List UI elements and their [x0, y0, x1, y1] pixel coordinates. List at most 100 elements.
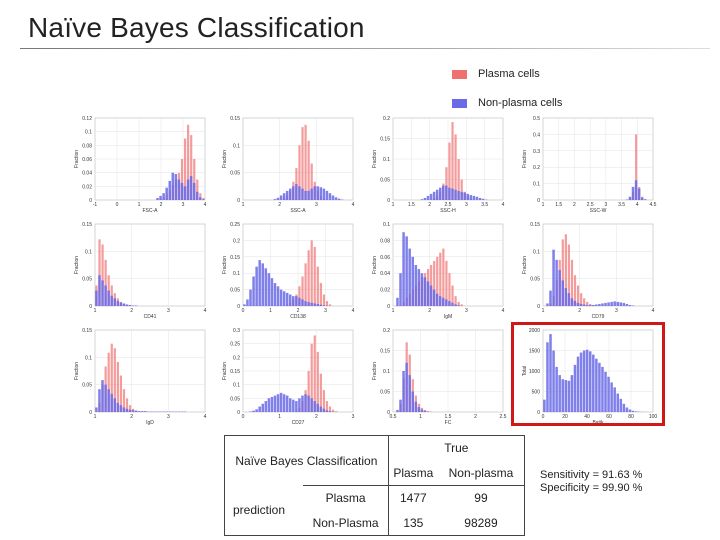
x-tick-label: 100: [649, 414, 658, 420]
bar-nonplasma: [637, 188, 641, 200]
x-axis-label: SSC-H: [440, 208, 456, 214]
bar-nonplasma: [592, 354, 595, 412]
bar-nonplasma: [273, 199, 277, 200]
bar-nonplasma: [625, 407, 629, 412]
sensitivity-text: Sensitivity = 91.63 %: [540, 469, 643, 481]
bar-nonplasma: [273, 283, 277, 306]
y-tick-label: 0: [537, 198, 540, 204]
bar-nonplasma: [445, 185, 448, 200]
bar-nonplasma: [588, 304, 592, 307]
bar-plasma: [98, 239, 101, 307]
bar-plasma: [128, 405, 132, 412]
bar-nonplasma: [604, 371, 607, 412]
bar-nonplasma: [110, 393, 113, 412]
bar-plasma: [451, 122, 454, 200]
bar-nonplasma: [276, 197, 280, 200]
bar-nonplasma: [310, 302, 313, 306]
bar-nonplasma: [282, 291, 286, 306]
bar-nonplasma: [101, 280, 104, 307]
y-tick-label: 0.05: [230, 288, 240, 294]
bar-nonplasma: [131, 305, 135, 306]
x-axis-label: CD27: [292, 420, 305, 426]
bar-nonplasma: [546, 342, 549, 412]
bar-nonplasma: [414, 401, 418, 412]
y-tick-label: 0.1: [383, 222, 390, 228]
y-tick-label: 0: [537, 410, 540, 416]
bar-plasma: [298, 286, 301, 306]
bar-nonplasma: [454, 189, 457, 200]
y-tick-label: 0.04: [380, 271, 390, 277]
bar-nonplasma: [622, 302, 626, 306]
bar-plasma: [316, 351, 319, 412]
bar-plasma: [454, 296, 457, 306]
y-axis-label: Fraction: [74, 150, 80, 168]
x-tick-label: 3.5: [481, 202, 488, 208]
x-tick-label: 1.5: [408, 202, 415, 208]
bar-nonplasma: [177, 179, 181, 200]
x-tick-label: 4: [502, 308, 505, 314]
bar-nonplasma: [634, 411, 638, 412]
y-tick-label: 0.15: [230, 369, 240, 375]
bar-nonplasma: [448, 187, 451, 200]
x-tick-label: 0: [542, 414, 545, 420]
bar-nonplasma: [466, 193, 469, 200]
bar-plasma: [322, 390, 326, 412]
bar-nonplasma: [463, 192, 466, 200]
y-axis-label: Fraction: [222, 362, 228, 380]
y-axis-label: Fraction: [222, 256, 228, 274]
y-tick-label: 0.05: [230, 396, 240, 402]
bar-nonplasma: [134, 410, 138, 412]
bar-plasma: [319, 373, 322, 412]
bar-nonplasma: [125, 408, 129, 412]
bar-nonplasma: [604, 302, 607, 306]
bar-nonplasma: [426, 281, 430, 306]
bar-nonplasma: [331, 195, 335, 200]
x-tick-label: 4: [204, 308, 207, 314]
bar-nonplasma: [322, 305, 326, 306]
bar-nonplasma: [631, 410, 635, 412]
x-axis-label: CD138: [290, 314, 306, 320]
bar-nonplasma: [469, 195, 473, 200]
bar-nonplasma: [180, 182, 184, 200]
y-tick-label: 0.05: [380, 390, 390, 396]
bar-plasma: [586, 301, 589, 306]
bar-nonplasma: [316, 403, 319, 412]
bar-nonplasma: [598, 362, 601, 412]
bar-nonplasma: [558, 375, 561, 412]
y-tick-label: 0.06: [380, 255, 390, 261]
x-tick-label: 2: [297, 308, 300, 314]
y-tick-label: 0.2: [233, 238, 240, 244]
bar-nonplasma: [570, 375, 574, 412]
y-axis-label: Fraction: [522, 150, 528, 168]
y-tick-label: 0.06: [82, 157, 92, 163]
bar-nonplasma: [128, 304, 132, 307]
bar-plasma: [304, 263, 307, 306]
bar-nonplasma: [282, 193, 286, 200]
bar-nonplasma: [189, 176, 193, 200]
bar-plasma: [573, 275, 577, 306]
y-tick-label: 0.15: [230, 116, 240, 122]
bar-nonplasma: [643, 199, 647, 200]
bar-nonplasma: [156, 197, 159, 200]
y-tick-label: 0.3: [233, 328, 240, 334]
bar-plasma: [583, 298, 586, 306]
y-tick-label: 1000: [529, 369, 540, 375]
bar-nonplasma: [411, 256, 414, 306]
bar-nonplasma: [292, 296, 295, 306]
bar-nonplasma: [442, 185, 445, 200]
bar-nonplasma: [567, 293, 571, 306]
bar-plasma: [295, 168, 298, 200]
y-tick-label: 0.15: [530, 222, 540, 228]
x-tick-label: 3: [465, 202, 468, 208]
bar-nonplasma: [616, 393, 619, 412]
bar-plasma: [561, 239, 564, 307]
y-tick-label: 0.1: [383, 369, 390, 375]
bar-nonplasma: [98, 275, 101, 306]
bar-nonplasma: [601, 366, 604, 412]
y-tick-label: 0.2: [533, 165, 540, 171]
bar-plasma: [119, 375, 123, 412]
x-tick-label: 1: [542, 308, 545, 314]
x-axis-label: CD41: [144, 314, 157, 320]
bar-plasma: [307, 250, 310, 306]
bar-nonplasma: [307, 302, 310, 306]
